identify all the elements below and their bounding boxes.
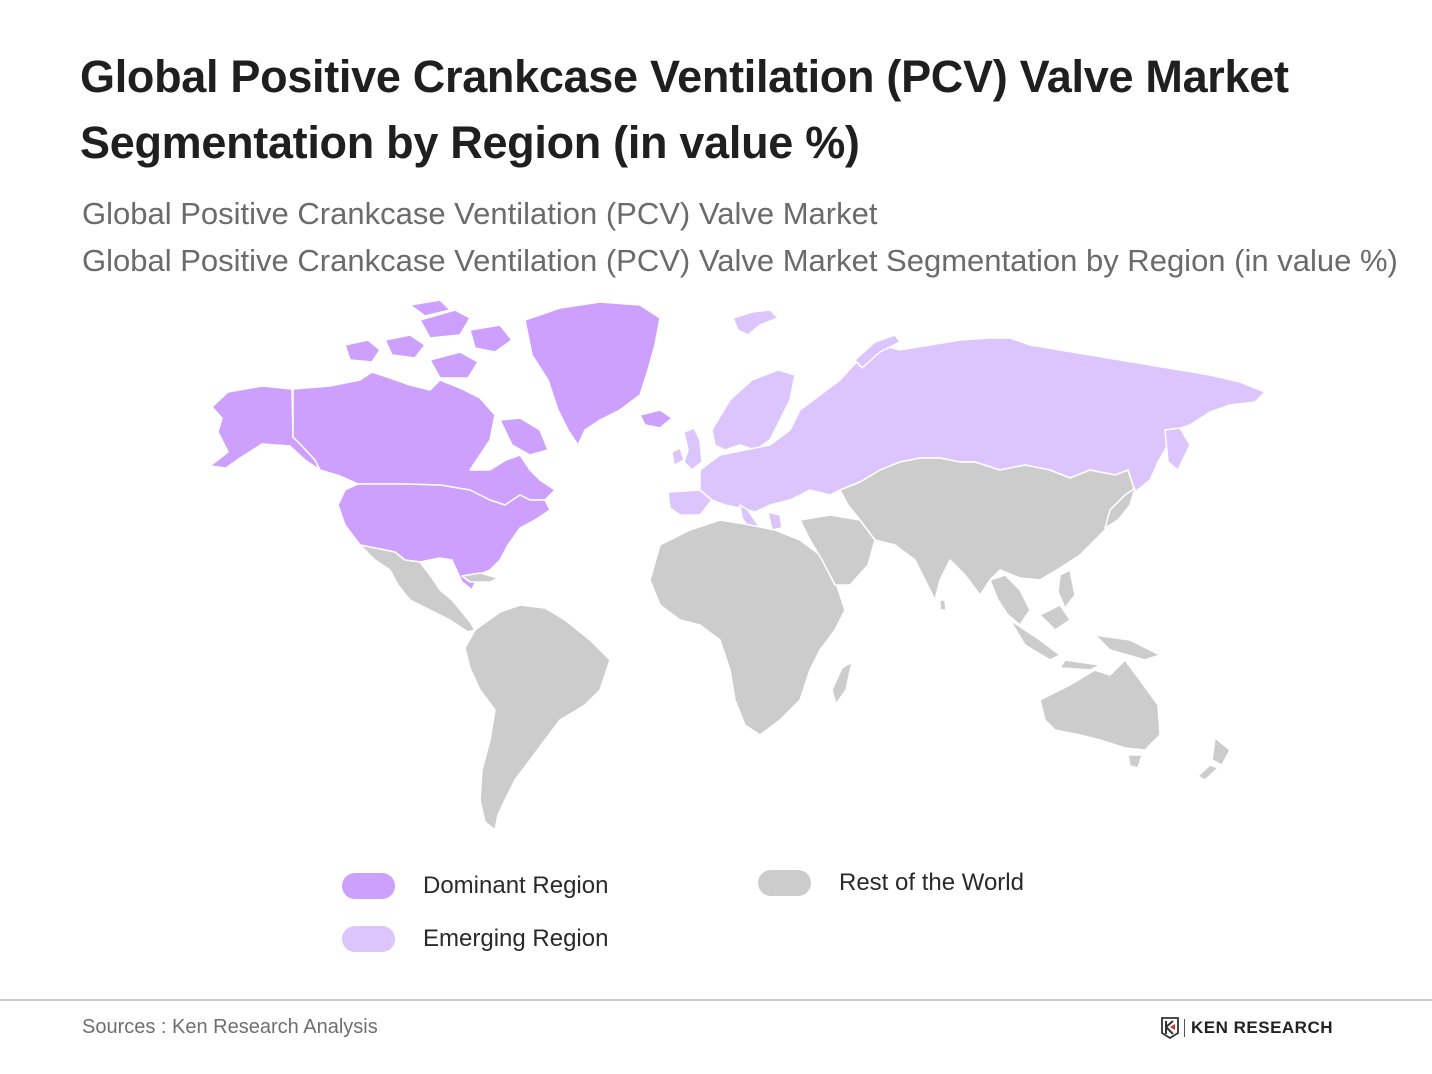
region-rest-of-world bbox=[359, 457, 1231, 831]
chart-title: Global Positive Crankcase Ventilation (P… bbox=[80, 51, 1289, 168]
legend-label-rest: Rest of the World bbox=[839, 869, 1024, 896]
legend-item-emerging: Emerging Region bbox=[342, 925, 608, 953]
legend-label-dominant: Dominant Region bbox=[423, 872, 609, 899]
source-note: Sources : Ken Research Analysis bbox=[82, 1016, 378, 1038]
legend-label-emerging: Emerging Region bbox=[423, 925, 609, 952]
legend-swatch-rest bbox=[758, 870, 811, 896]
ken-research-logo-icon bbox=[1161, 1017, 1179, 1039]
region-north-america bbox=[209, 299, 661, 591]
legend-swatch-dominant bbox=[342, 873, 395, 899]
legend-item-rest: Rest of the World bbox=[758, 869, 1024, 897]
chart-subtitle: Global Positive Crankcase Ventilation (P… bbox=[82, 190, 1402, 284]
subtitle-line-1: Global Positive Crankcase Ventilation (P… bbox=[82, 196, 878, 231]
legend-item-dominant: Dominant Region bbox=[342, 872, 608, 900]
footer-divider bbox=[0, 999, 1432, 1001]
region-europe-russia bbox=[639, 309, 1266, 533]
ken-research-logo: KEN RESEARCH bbox=[1160, 1017, 1333, 1039]
subtitle-line-2: Global Positive Crankcase Ventilation (P… bbox=[82, 243, 1398, 278]
logo-separator bbox=[1184, 1019, 1185, 1037]
legend-swatch-emerging bbox=[342, 926, 395, 952]
logo-text: KEN RESEARCH bbox=[1191, 1018, 1334, 1037]
